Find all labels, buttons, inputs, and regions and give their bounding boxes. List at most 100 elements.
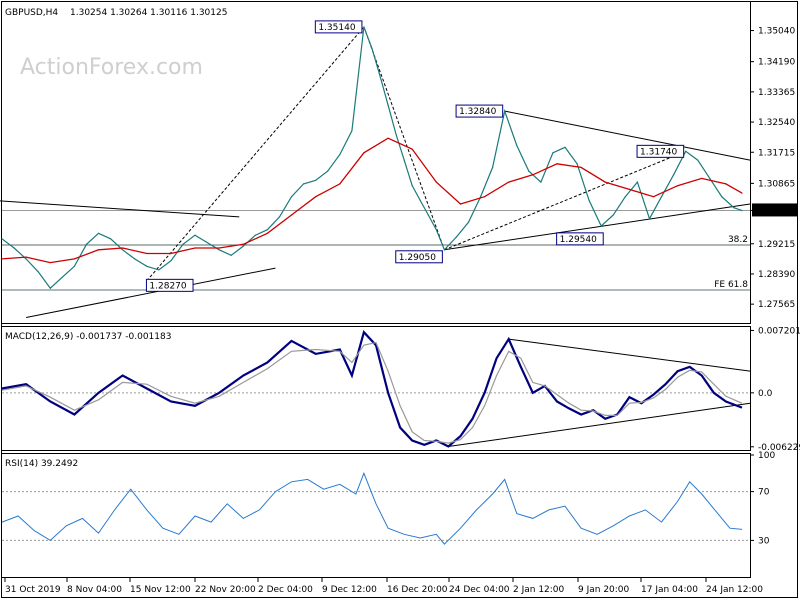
price-point	[339, 154, 341, 156]
price-annotation-box	[395, 250, 443, 264]
macd-trendline	[448, 402, 751, 448]
price-point	[564, 146, 566, 148]
price-point	[278, 216, 281, 218]
moving-average-point	[580, 166, 582, 169]
price-point	[576, 163, 578, 165]
moving-average-point	[218, 247, 220, 249]
price-point	[479, 196, 482, 198]
price-point	[73, 265, 75, 267]
price-point	[327, 170, 329, 172]
price-point	[218, 249, 220, 251]
price-point	[709, 177, 711, 180]
price-trendline	[444, 203, 751, 251]
rsi-panel: RSI(14) 39.2492 100 70 30	[1, 451, 775, 546]
price-point	[109, 238, 112, 240]
price-point	[13, 247, 15, 249]
price-point	[403, 159, 405, 161]
moving-average-point	[556, 163, 558, 165]
price-point	[122, 249, 124, 251]
moving-average-point	[741, 192, 743, 194]
price-panel: 1.35040 1.34190 1.33365 1.32540 1.31715 1.308…	[0, 20, 798, 319]
moving-average-point	[677, 185, 679, 187]
price-point	[290, 196, 293, 198]
moving-average-point	[628, 188, 630, 191]
price-point	[363, 26, 365, 28]
current-price-box	[752, 203, 798, 217]
moving-average-point	[363, 152, 365, 154]
price-point	[146, 265, 148, 267]
moving-average-point	[725, 183, 727, 185]
price-y-tick-label: 1.35040	[758, 27, 795, 37]
price-y-tick-label: 1.33365	[758, 88, 795, 98]
moving-average-point	[290, 214, 293, 216]
moving-average-point	[701, 177, 703, 180]
moving-average-point	[604, 181, 606, 183]
price-point	[492, 166, 494, 169]
price-trendline	[0, 200, 240, 218]
moving-average-point	[315, 196, 317, 198]
series-price	[1, 26, 743, 290]
macd-title: MACD(12,26,9) -0.001737 -0.001183	[5, 332, 171, 342]
price-trendline	[444, 150, 686, 251]
price-point	[435, 229, 437, 231]
price-annotation-label: 1.29540	[560, 235, 597, 245]
moving-average-point	[508, 181, 510, 183]
price-annotation-box	[455, 104, 504, 118]
price-point	[371, 47, 373, 50]
current-price-label: 1.30125	[756, 206, 793, 216]
price-point	[588, 199, 590, 201]
price-point	[419, 199, 421, 201]
x-tick-label: 9 Dec 12:00	[322, 585, 377, 595]
moving-average-point	[194, 247, 196, 249]
moving-average-point	[122, 247, 124, 249]
rsi-y-tick-label: 100	[758, 451, 775, 461]
price-point	[170, 260, 172, 262]
price-point	[97, 232, 100, 234]
price-point	[242, 245, 244, 247]
price-point	[721, 196, 723, 198]
price-point	[600, 225, 602, 227]
price-point	[85, 243, 88, 245]
price-point	[672, 174, 675, 176]
price-point	[443, 249, 445, 251]
price-point	[379, 75, 381, 77]
price-point	[1, 238, 3, 240]
rsi-y-tick-label: 70	[758, 488, 770, 498]
macd-y-tick-label: 0.007201	[758, 326, 800, 336]
moving-average-point	[73, 258, 75, 260]
price-point	[504, 110, 506, 112]
price-point	[540, 181, 542, 183]
price-point	[612, 214, 614, 216]
moving-average-point	[339, 183, 341, 185]
price-point	[194, 234, 196, 236]
x-tick-label: 24 Dec 04:00	[449, 585, 510, 595]
price-point	[624, 196, 626, 198]
macd-series-signal	[1, 341, 743, 444]
x-tick-label: 8 Nov 04:00	[67, 585, 122, 595]
x-tick-label: 2 Jan 12:00	[513, 585, 565, 595]
price-point	[387, 104, 389, 106]
price-point	[351, 130, 353, 132]
price-y-tick-label: 1.29215	[758, 240, 795, 250]
moving-average-point	[459, 203, 462, 205]
price-annotation-label: 1.35140	[318, 23, 355, 33]
price-point	[660, 196, 663, 198]
price-point	[230, 254, 232, 256]
moving-average-point	[97, 249, 100, 251]
macd-y-tick-label: -0.006229	[758, 443, 800, 453]
level-annotation: FE 61.8	[714, 280, 748, 290]
price-point	[134, 258, 136, 260]
price-trendline	[363, 26, 445, 250]
price-point	[266, 229, 269, 231]
x-tick-label: 16 Dec 20:00	[387, 585, 448, 595]
x-axis: 31 Oct 2019 8 Nov 04:00 15 Nov 12:00 22 Nov…	[4, 577, 763, 595]
ohlc-readout: 1.30254 1.30264 1.30116 1.30125	[70, 8, 227, 18]
price-point	[733, 207, 735, 209]
price-point	[427, 214, 429, 216]
x-tick-label: 2 Dec 04:00	[258, 585, 313, 595]
level-annotation: 38.2	[728, 235, 748, 245]
series-moving-average	[1, 137, 743, 264]
macd-trendline	[508, 338, 751, 372]
x-tick-label: 15 Nov 12:00	[130, 585, 191, 595]
price-point	[315, 179, 317, 181]
